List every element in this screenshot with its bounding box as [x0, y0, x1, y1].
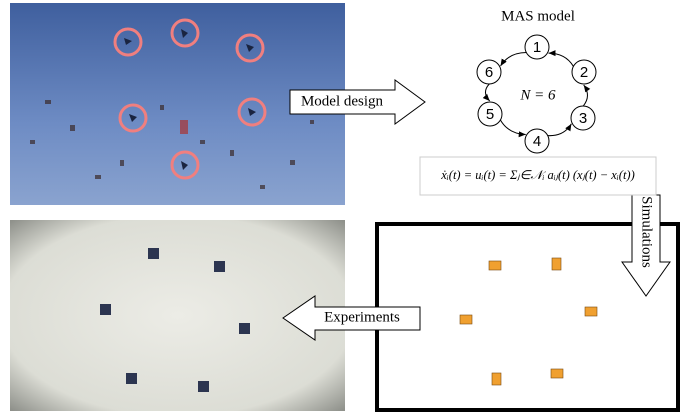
node-label: 1	[533, 39, 541, 56]
equation: ẋᵢ(t) = uᵢ(t) = Σⱼ∈𝒩ᵢ aᵢⱼ(t) (xⱼ(t) − xᵢ…	[440, 168, 635, 182]
arrow-label: Model design	[301, 93, 384, 109]
kite-photo	[10, 3, 345, 205]
arrow-label: Experiments	[324, 309, 400, 325]
node	[524, 34, 550, 60]
node-label: 5	[486, 106, 494, 123]
edge	[582, 84, 591, 107]
node-label: 3	[579, 110, 587, 127]
node	[570, 105, 596, 131]
node-label: 2	[580, 64, 588, 81]
node	[571, 59, 597, 85]
edge	[499, 119, 526, 138]
graph-label: N = 6	[519, 87, 556, 103]
node-label: 6	[485, 64, 493, 81]
arrow-shape	[289, 79, 426, 125]
edge	[482, 83, 491, 102]
edge	[547, 123, 572, 137]
edge	[500, 52, 527, 67]
simulation-view	[375, 222, 680, 412]
model-title: MAS model	[501, 8, 575, 24]
node	[476, 59, 502, 85]
equation-box	[419, 156, 657, 196]
arrow-shape	[621, 194, 671, 297]
graph: 1 2 3 4 5 6	[476, 34, 597, 154]
node	[477, 101, 503, 127]
arrow-label: Simulations	[639, 196, 655, 268]
arrow-shape	[282, 295, 421, 341]
node-label: 4	[533, 133, 541, 150]
edge	[548, 50, 574, 67]
node	[524, 128, 550, 154]
